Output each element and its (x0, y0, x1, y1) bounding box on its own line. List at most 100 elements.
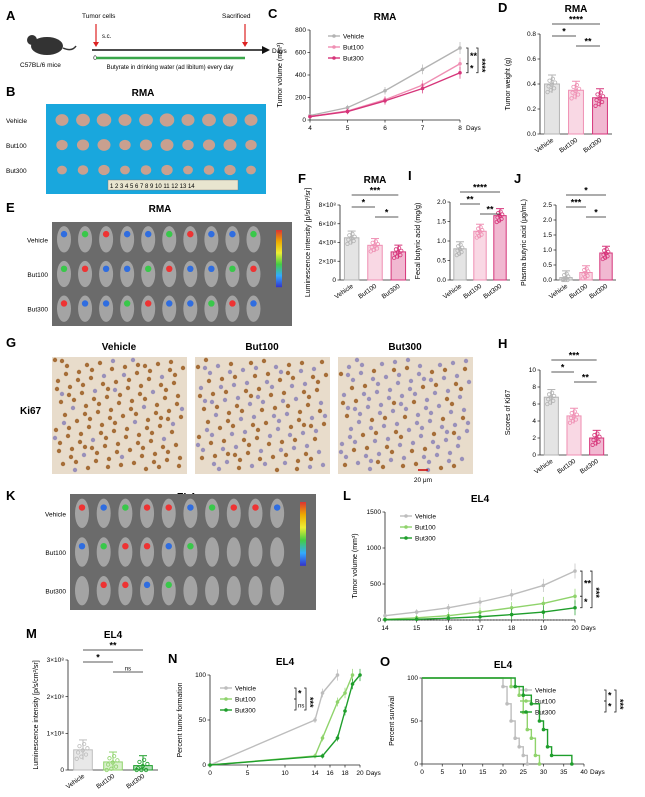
nucleus (138, 383, 144, 389)
data-point (552, 86, 557, 91)
nucleus (161, 436, 167, 442)
x-tick-label: 0 (420, 769, 424, 776)
panel-E: Vehicle But100 But300 (27, 222, 292, 326)
nucleus (305, 402, 311, 408)
nucleus (154, 402, 160, 408)
nucleus (350, 377, 356, 383)
sig-bracket (304, 687, 307, 711)
data-point (509, 719, 513, 723)
y-axis-label: Luminescence intensity [p/s/cm²/sr] (305, 188, 312, 297)
sacrificed-label: Sacrificed (222, 13, 251, 20)
data-point (529, 736, 534, 740)
nucleus (74, 418, 80, 424)
legend-marker (524, 688, 528, 692)
tumor (181, 114, 195, 126)
data-point (345, 105, 350, 110)
nucleus (444, 429, 450, 435)
nucleus (423, 405, 429, 411)
y-tick-label: 1000 (367, 545, 382, 552)
data-point (572, 409, 577, 414)
nucleus (56, 448, 62, 454)
data-point (593, 103, 598, 108)
data-point (541, 583, 546, 588)
nucleus (242, 429, 248, 435)
signal-spot (166, 300, 173, 307)
nucleus (105, 464, 111, 470)
nucleus (454, 373, 460, 379)
data-point (373, 239, 378, 244)
nucleus (260, 399, 266, 405)
sig-label: * (96, 653, 100, 663)
nucleus (322, 413, 328, 419)
legend-label: But100 (535, 698, 556, 705)
nucleus (427, 418, 433, 424)
nucleus (156, 464, 162, 470)
y-tick-label: 100 (407, 675, 418, 682)
signal-spot (100, 581, 107, 589)
nucleus (387, 387, 393, 393)
data-point (383, 613, 387, 618)
y-tick-label: 4×10⁸ (319, 240, 337, 247)
nucleus (466, 379, 472, 385)
nucleus (52, 357, 58, 363)
nucleus (445, 388, 451, 394)
nucleus (394, 421, 400, 427)
mouse-body (141, 260, 156, 288)
nucleus (275, 426, 281, 432)
x-tick-label: 0 (208, 770, 212, 777)
column-label: Vehicle (102, 342, 137, 353)
nucleus (357, 411, 363, 417)
nucleus (407, 386, 413, 392)
nucleus (232, 374, 238, 380)
panel-N: N EL4 0 50 100 0 5 10 14 16 18 20 Days Percent tumor … (168, 651, 382, 777)
x-tick-label: 20 (499, 769, 507, 776)
signal-spot (187, 265, 194, 272)
nucleus (231, 382, 237, 388)
nucleus (124, 426, 130, 432)
data-point (458, 46, 462, 50)
data-point (569, 96, 574, 101)
nucleus (355, 460, 361, 466)
legend-marker (524, 710, 528, 714)
nucleus (408, 378, 414, 384)
data-point (308, 114, 312, 119)
signal-spot (187, 300, 194, 307)
x-axis-label: Days (366, 770, 382, 777)
data-point (537, 719, 542, 723)
nucleus (148, 438, 154, 444)
timeline-arrow (262, 46, 270, 54)
sig-bracket (590, 570, 593, 609)
nucleus (250, 422, 256, 428)
nucleus (429, 369, 435, 375)
signal-spot (208, 265, 215, 272)
nucleus (71, 397, 77, 403)
nucleus (179, 406, 185, 412)
nucleus (386, 395, 392, 401)
x-tick-label: Vehicle (65, 773, 86, 791)
sig-label: * (298, 689, 302, 699)
x-tick-label: Vehicle (334, 283, 355, 301)
nucleus (418, 433, 424, 439)
sig-label: * (385, 208, 389, 218)
y-tick-label: 2.0 (543, 217, 552, 224)
y-axis-label: Fecal butyric acid (mg/g) (415, 203, 422, 280)
nucleus (349, 385, 355, 391)
colorbar (300, 502, 306, 566)
data-point (110, 760, 115, 765)
x-tick-label: But100 (95, 773, 116, 791)
data-point (594, 98, 599, 103)
y-tick-label: 400 (295, 72, 306, 79)
nucleus (358, 370, 364, 376)
mouse-tail (62, 45, 77, 51)
data-point (137, 759, 142, 765)
tumor (119, 139, 131, 151)
panel-K: Vehicle But100 But300 (45, 494, 316, 610)
data-point (313, 718, 317, 722)
nucleus (212, 453, 218, 459)
data-point (79, 754, 84, 759)
panel-I: I 0.0 0.5 1.0 1.5 2.0 Fecal butyric acid (mg/g… (408, 168, 510, 301)
nucleus (178, 414, 184, 420)
signal-spot (165, 504, 172, 511)
nucleus (424, 397, 430, 403)
nucleus (84, 362, 90, 368)
